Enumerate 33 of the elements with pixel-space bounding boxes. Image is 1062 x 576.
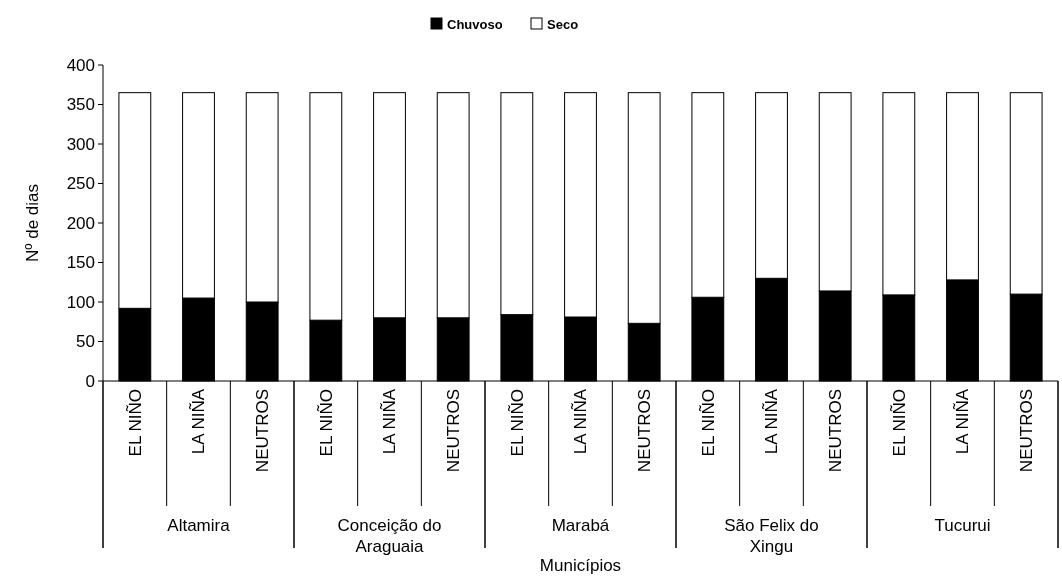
x-tick-label: EL NIÑO bbox=[507, 389, 527, 457]
text: Marabá bbox=[551, 516, 610, 535]
y-tick-label: 0 bbox=[85, 371, 95, 391]
x-tick-label: NEUTROS bbox=[1017, 389, 1037, 473]
x-tick-label: EL NIÑO bbox=[316, 389, 336, 457]
x-tick-label: NEUTROS bbox=[444, 389, 464, 473]
y-axis-title: Nº de dias bbox=[23, 183, 42, 263]
x-tick-label: LA NIÑA bbox=[953, 388, 973, 455]
y-tick-label: 350 bbox=[66, 95, 95, 115]
y-tick-label: 150 bbox=[66, 253, 95, 273]
text: São Felix do Xingu bbox=[724, 516, 819, 556]
x-tick-label: NEUTROS bbox=[253, 389, 273, 473]
y-tick-label: 400 bbox=[66, 55, 95, 75]
x-axis-title: Municípios bbox=[539, 556, 622, 575]
x-tick-label: LA NIÑA bbox=[380, 388, 400, 455]
x-tick-label: LA NIÑA bbox=[571, 388, 591, 455]
x-tick-label: EL NIÑO bbox=[698, 389, 718, 457]
text: Conceição do Araguaia bbox=[337, 516, 442, 556]
y-tick-label: 200 bbox=[66, 213, 95, 233]
y-tick-label: 300 bbox=[66, 134, 95, 154]
legend-label: Chuvoso bbox=[447, 16, 503, 32]
legend-label: Seco bbox=[547, 16, 579, 32]
x-tick-label: NEUTROS bbox=[826, 389, 846, 473]
y-tick-label: 50 bbox=[76, 332, 95, 352]
text: Altamira bbox=[167, 516, 231, 535]
text: Tucurui bbox=[934, 516, 991, 535]
x-tick-label: EL NIÑO bbox=[125, 389, 145, 457]
x-tick-label: EL NIÑO bbox=[889, 389, 909, 457]
y-tick-label: 100 bbox=[66, 292, 95, 312]
x-tick-label: LA NIÑA bbox=[762, 388, 782, 455]
x-tick-label: NEUTROS bbox=[635, 389, 655, 473]
y-tick-label: 250 bbox=[66, 174, 95, 194]
x-tick-label: LA NIÑA bbox=[189, 388, 209, 455]
